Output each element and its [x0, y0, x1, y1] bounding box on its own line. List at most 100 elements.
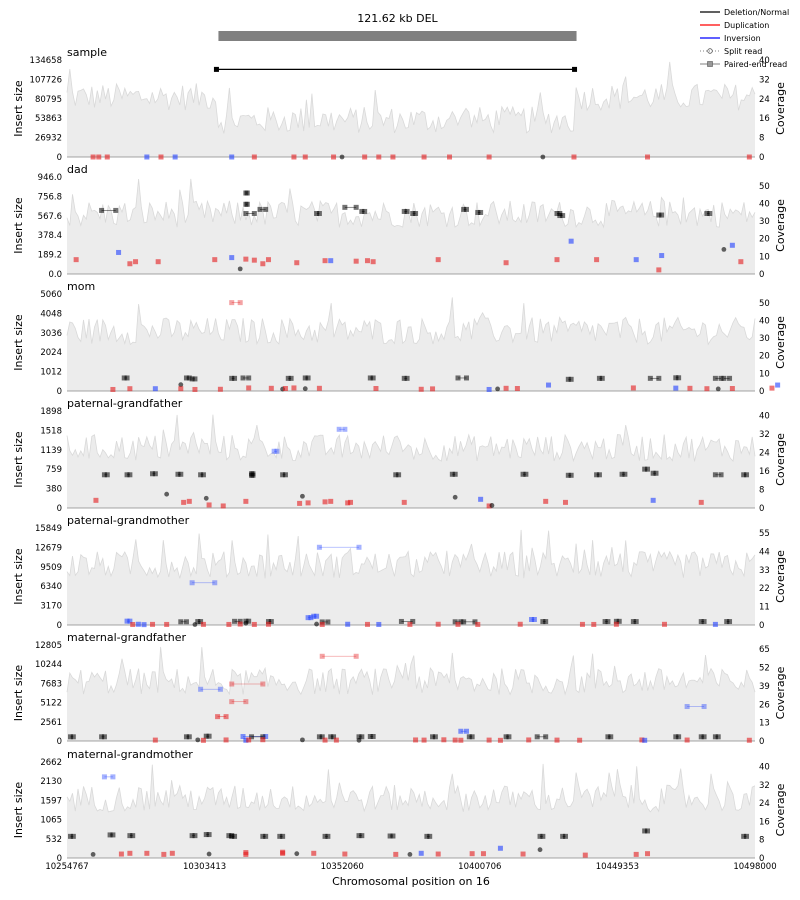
paired-read-end	[186, 734, 192, 740]
paired-read	[229, 375, 238, 381]
paired-read-end	[543, 619, 549, 625]
read-marker	[322, 737, 328, 743]
paired-read-end	[280, 833, 286, 839]
paired-read-end	[206, 832, 212, 838]
coverage-axis-label: Coverage	[774, 199, 787, 252]
read-marker	[90, 154, 96, 160]
paired-read-end	[560, 833, 566, 839]
paired-read-end	[712, 472, 718, 478]
paired-read-end	[560, 213, 566, 219]
coverage-tick-label: 44	[759, 547, 770, 557]
paired-read-end	[466, 734, 472, 740]
coverage-tick-label: 20	[759, 235, 770, 245]
split-read-marker	[540, 154, 546, 160]
y-tick-label: 0	[57, 153, 62, 163]
paired-read-end	[704, 211, 710, 217]
paired-read-end	[572, 66, 578, 72]
read-marker	[738, 259, 744, 265]
paired-read-end	[127, 618, 133, 624]
paired-read-end	[217, 686, 223, 692]
coverage-tick-label: 32	[759, 781, 770, 791]
paired-read-end	[206, 733, 212, 739]
paired-read	[319, 619, 331, 625]
paired-read-end	[410, 211, 416, 217]
paired-read	[314, 211, 322, 217]
read-marker	[229, 154, 235, 160]
paired-read	[401, 375, 410, 381]
paired-read-end	[240, 734, 246, 740]
paired-read-end	[99, 207, 105, 213]
read-marker	[435, 257, 441, 263]
paired-read-end	[721, 375, 727, 381]
read-marker	[127, 261, 133, 267]
paired-read-end	[67, 734, 73, 740]
y-tick-label: 1898	[40, 407, 62, 417]
paired-read-end	[308, 615, 314, 621]
read-marker	[390, 154, 396, 160]
y-tick-label: 0	[57, 504, 62, 514]
paired-read	[229, 833, 238, 839]
paired-read	[673, 734, 682, 740]
read-marker	[698, 499, 704, 505]
read-marker	[650, 497, 656, 503]
y-axis-label: Insert size	[12, 197, 25, 254]
paired-read-end	[506, 734, 512, 740]
coverage-line	[66, 61, 756, 134]
y-tick-label: 0.0	[48, 270, 62, 280]
read-marker	[265, 257, 271, 263]
paired-read-end	[203, 832, 209, 838]
paired-read-end	[540, 619, 546, 625]
paired-read	[452, 619, 464, 625]
paired-read	[712, 734, 721, 740]
paired-read-end	[124, 375, 130, 381]
read-marker	[322, 499, 328, 505]
panel-title: dad	[67, 163, 88, 176]
paired-read-end	[596, 375, 602, 381]
legend-entry: Deletion/Normal	[700, 8, 789, 17]
paired-read-end	[316, 734, 322, 740]
paired-read-end	[656, 212, 662, 218]
read-marker	[497, 845, 503, 851]
coverage-tick-label: 40	[759, 316, 770, 326]
paired-read	[684, 704, 707, 710]
coverage-line	[66, 763, 756, 813]
paired-read	[322, 833, 331, 839]
paired-read-end	[356, 544, 362, 550]
read-marker	[729, 386, 735, 392]
paired-read-end	[531, 616, 537, 622]
paired-read-end	[594, 472, 600, 478]
split-read-marker	[339, 154, 345, 160]
legend-paired-marker	[707, 61, 713, 67]
paired-read-end	[605, 734, 611, 740]
paired-read-end	[520, 471, 526, 477]
read-marker	[421, 737, 427, 743]
coverage-area	[67, 61, 755, 157]
panel-title: paternal-grandfather	[67, 397, 183, 410]
paired-read	[178, 619, 189, 625]
paired-read-end	[342, 426, 348, 432]
read-marker	[370, 259, 376, 265]
read-marker	[345, 621, 351, 627]
read-marker	[243, 851, 249, 857]
coverage-tick-label: 40	[759, 56, 770, 66]
paired-read	[540, 619, 549, 625]
y-tick-label: 2024	[40, 348, 62, 358]
paired-read-end	[101, 774, 107, 780]
paired-read	[704, 211, 713, 217]
paired-read	[647, 375, 662, 381]
paired-read	[342, 204, 359, 210]
read-marker	[118, 851, 124, 857]
paired-read-end	[257, 206, 263, 212]
read-marker	[302, 154, 308, 160]
coverage-area	[67, 297, 755, 391]
paired-read-end	[449, 471, 455, 477]
read-marker	[475, 621, 481, 627]
coverage-area	[67, 529, 755, 625]
paired-read-end	[359, 208, 365, 214]
paired-read-end	[244, 201, 250, 207]
y-tick-label: 107726	[30, 75, 62, 85]
paired-read-end	[404, 208, 410, 214]
paired-read	[189, 376, 198, 382]
paired-read-end	[537, 833, 543, 839]
